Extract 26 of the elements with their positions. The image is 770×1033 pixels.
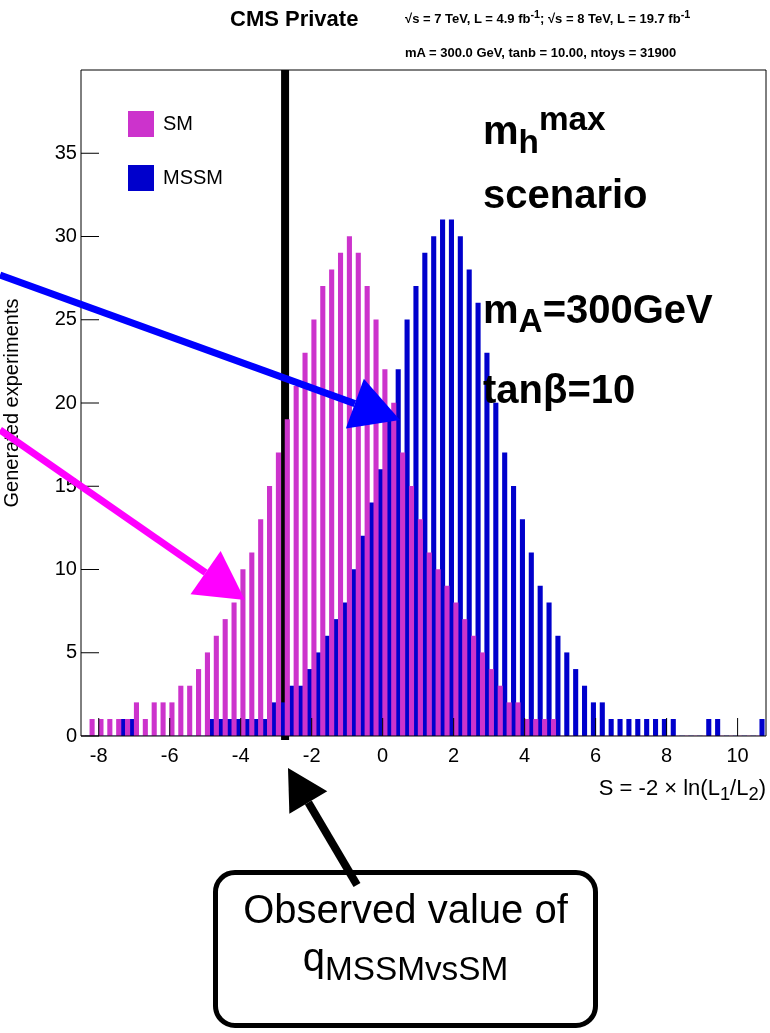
y-tick-label: 35 (54, 140, 77, 163)
text: Observed value of q$_{MSSMvsSM}$ (213, 870, 598, 1028)
x-tick-label: 0 (377, 743, 389, 766)
text: mA = 300.0 GeV, tanb = 10.00, ntoys = 31900 (405, 45, 677, 60)
x-tick-label: 8 (661, 743, 673, 766)
y-tick-label: 30 (54, 224, 77, 247)
x-axis-title: S = -2 × ln(L$_{1}$/L$_{2}$) (598, 775, 766, 806)
x-tick-label: 2 (448, 743, 460, 766)
x-tick-label: -8 (89, 743, 108, 766)
y-tick-label: 20 (54, 390, 77, 413)
y-tick-label: 0 (65, 723, 77, 746)
x-tick-label: -6 (160, 743, 179, 766)
annotation: m$_{A}$=300GeV (483, 286, 713, 341)
x-tick-label: -4 (231, 743, 250, 766)
x-tick-label: 10 (726, 743, 749, 766)
chart-title: CMS Private (230, 6, 359, 32)
y-tick-label: 25 (54, 307, 77, 330)
annotation: scenario (483, 171, 648, 218)
chart-subtitle: √s = 7 TeV, L = 4.9 fb$^{-1}$; √s = 8 TeV, L = 19.7 fb$^{-1}$ (405, 8, 691, 27)
x-tick-label: 4 (519, 743, 531, 766)
legend-label: MSSM (163, 165, 223, 188)
y-tick-label: 10 (54, 557, 77, 580)
x-tick-label: -2 (302, 743, 321, 766)
legend-label: SM (163, 111, 193, 134)
x-tick-label: 6 (590, 743, 602, 766)
y-tick-label: 5 (65, 640, 77, 663)
